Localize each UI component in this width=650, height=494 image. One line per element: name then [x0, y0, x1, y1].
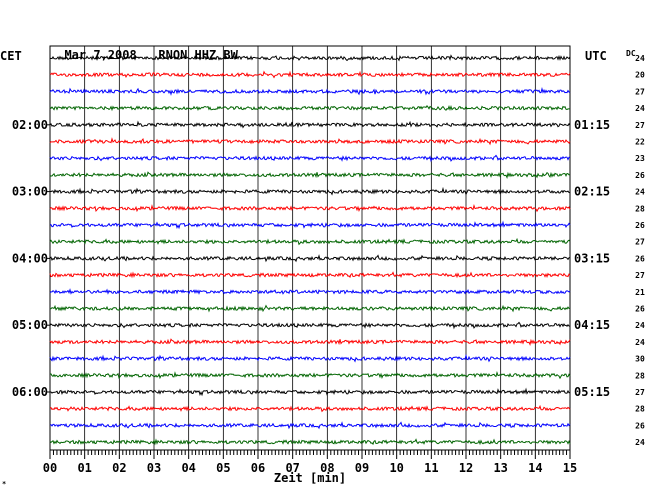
dc-value: 27 — [635, 271, 645, 280]
trace-line — [49, 137, 571, 146]
trace-line — [49, 171, 571, 179]
x-tick-label: 15 — [563, 461, 577, 475]
x-tick-label: 03 — [147, 461, 161, 475]
x-tick-label: 11 — [424, 461, 438, 475]
right-zone-label: UTC — [585, 49, 607, 63]
x-tick-label: 05 — [216, 461, 230, 475]
left-time-label: 04:00 — [12, 251, 48, 265]
dc-value: 27 — [635, 87, 645, 96]
right-time-label: 04:15 — [574, 318, 610, 332]
right-time-label: 03:15 — [574, 251, 610, 265]
trace-line — [49, 203, 571, 213]
x-tick-label: 10 — [389, 461, 403, 475]
dc-value: 26 — [635, 305, 645, 314]
trace-line — [49, 254, 571, 263]
dc-value: 27 — [635, 388, 645, 397]
trace-line — [49, 404, 571, 413]
trace-line — [49, 421, 571, 430]
trace-line — [49, 321, 571, 330]
trace-line — [49, 87, 571, 96]
trace-line — [49, 70, 571, 79]
right-time-label: 05:15 — [574, 385, 610, 399]
trace-line — [49, 271, 571, 279]
dc-value: 26 — [635, 254, 645, 263]
x-tick-label: 08 — [320, 461, 334, 475]
dc-value: 30 — [635, 355, 645, 364]
trace-line — [49, 353, 571, 363]
dc-value: 26 — [635, 221, 645, 230]
dc-value: 26 — [635, 171, 645, 180]
right-time-label: 02:15 — [574, 185, 610, 199]
left-zone-label: CET — [0, 49, 22, 63]
dc-value: 23 — [635, 154, 645, 163]
trace-line — [49, 237, 571, 246]
x-axis-label: Zeit [min] — [274, 471, 346, 485]
dc-value: 26 — [635, 421, 645, 430]
dc-value: 24 — [635, 338, 645, 347]
trace-line — [49, 338, 571, 346]
trace-line — [49, 154, 571, 163]
dc-value: 21 — [635, 288, 645, 297]
left-time-label: 05:00 — [12, 318, 48, 332]
dc-value: 24 — [635, 188, 645, 197]
left-time-label: 06:00 — [12, 385, 48, 399]
x-tick-label: 06 — [251, 461, 265, 475]
dc-value: 24 — [635, 104, 645, 113]
trace-line — [49, 387, 571, 397]
trace-line — [49, 104, 571, 112]
trace-line — [49, 120, 571, 129]
corner-mark: * — [2, 480, 6, 488]
trace-line — [49, 220, 571, 230]
dc-value: 27 — [635, 238, 645, 247]
dc-value: 28 — [635, 371, 645, 380]
trace-line — [49, 304, 571, 313]
x-tick-label: 02 — [112, 461, 126, 475]
right-time-label: 01:15 — [574, 118, 610, 132]
dc-value: 20 — [635, 71, 645, 80]
trace-line — [49, 54, 571, 62]
x-tick-label: 04 — [181, 461, 195, 475]
trace-line — [49, 438, 571, 446]
dc-value: 22 — [635, 138, 645, 147]
x-tick-label: 01 — [77, 461, 91, 475]
x-tick-label: 13 — [493, 461, 507, 475]
dc-header-label: DC — [626, 49, 636, 58]
dc-value: 28 — [635, 204, 645, 213]
left-time-label: 03:00 — [12, 185, 48, 199]
x-tick-label: 09 — [355, 461, 369, 475]
x-tick-label: 14 — [528, 461, 542, 475]
x-tick-label: 07 — [285, 461, 299, 475]
dc-value: 24 — [635, 321, 645, 330]
left-time-label: 02:00 — [12, 118, 48, 132]
trace-line — [49, 186, 571, 196]
dc-value: 24 — [635, 54, 645, 63]
trace-line — [49, 288, 571, 295]
dc-value: 27 — [635, 121, 645, 130]
x-tick-label: 12 — [459, 461, 473, 475]
dc-value: 28 — [635, 405, 645, 414]
trace-line — [49, 370, 571, 380]
x-tick-label: 00 — [43, 461, 57, 475]
dc-value: 24 — [635, 438, 645, 447]
